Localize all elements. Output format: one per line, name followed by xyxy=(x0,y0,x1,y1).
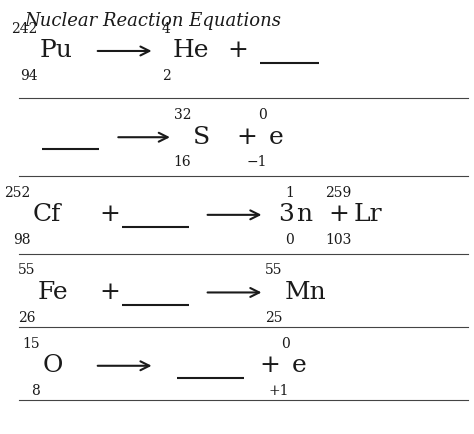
Text: 3: 3 xyxy=(278,204,294,227)
Text: 1: 1 xyxy=(285,186,294,200)
Text: 8: 8 xyxy=(31,384,40,398)
Text: +: + xyxy=(100,281,120,304)
Text: 259: 259 xyxy=(325,186,351,200)
Text: 242: 242 xyxy=(11,22,37,36)
Text: 0: 0 xyxy=(258,108,266,122)
Text: 26: 26 xyxy=(18,311,36,325)
Text: Mn: Mn xyxy=(285,281,327,304)
Text: 55: 55 xyxy=(265,263,283,277)
Text: 2: 2 xyxy=(162,69,171,83)
Text: +: + xyxy=(260,354,281,377)
Text: Lr: Lr xyxy=(354,204,382,227)
Text: +: + xyxy=(228,39,248,62)
Text: Fe: Fe xyxy=(37,281,68,304)
Text: 25: 25 xyxy=(265,311,283,325)
Text: +: + xyxy=(100,204,120,227)
Text: e: e xyxy=(269,126,283,149)
Text: He: He xyxy=(173,39,209,62)
Text: 16: 16 xyxy=(173,155,191,169)
Text: e: e xyxy=(292,354,307,377)
Text: 55: 55 xyxy=(18,263,36,277)
Text: 15: 15 xyxy=(22,337,40,351)
Text: Cf: Cf xyxy=(33,204,62,227)
Text: −1: −1 xyxy=(246,155,266,169)
Text: Nuclear Reaction Equations: Nuclear Reaction Equations xyxy=(24,12,281,30)
Text: 0: 0 xyxy=(285,233,294,247)
Text: +: + xyxy=(328,204,349,227)
Text: 32: 32 xyxy=(173,108,191,122)
Text: 103: 103 xyxy=(325,233,351,247)
Text: 94: 94 xyxy=(20,69,37,83)
Text: 98: 98 xyxy=(13,233,31,247)
Text: Pu: Pu xyxy=(40,39,73,62)
Text: O: O xyxy=(42,354,63,377)
Text: S: S xyxy=(193,126,210,149)
Text: 4: 4 xyxy=(162,22,171,36)
Text: 252: 252 xyxy=(5,186,31,200)
Text: +1: +1 xyxy=(269,384,290,398)
Text: 0: 0 xyxy=(281,337,290,351)
Text: n: n xyxy=(296,204,312,227)
Text: +: + xyxy=(237,126,258,149)
